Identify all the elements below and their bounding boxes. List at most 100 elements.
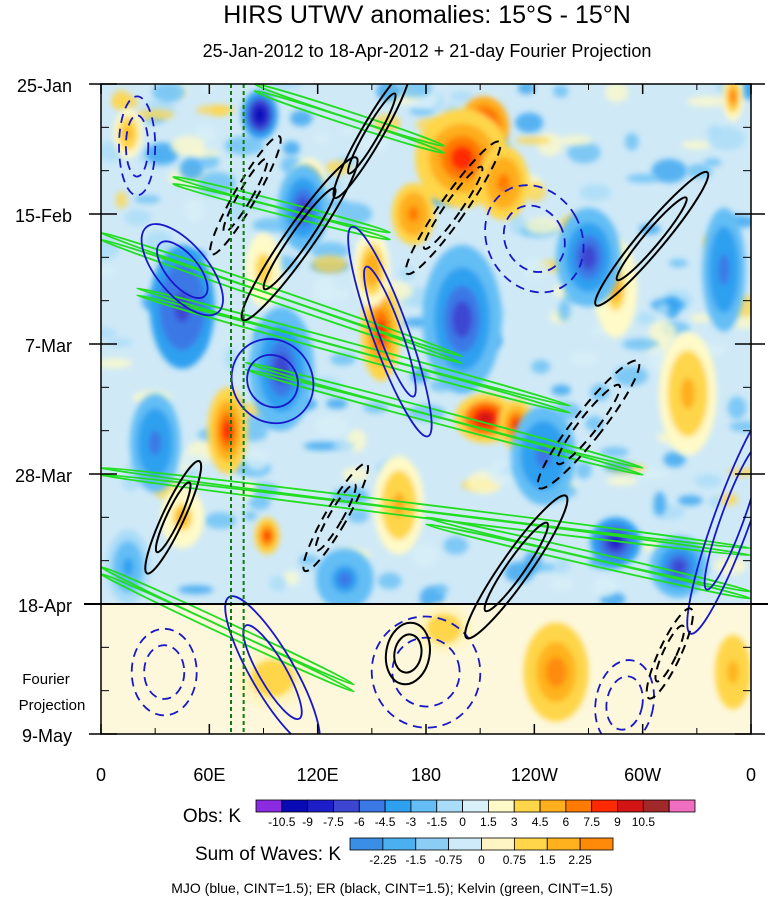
anomaly-texture-patch <box>708 495 724 508</box>
obs-colorbar-tick-label: -1.5 <box>426 815 447 829</box>
anomaly-texture-patch <box>703 158 722 167</box>
anomaly-texture-patch <box>531 359 551 374</box>
waves-colorbar-box <box>415 837 450 851</box>
anomaly-texture-patch <box>663 451 686 468</box>
anomaly-texture-patch <box>680 140 712 150</box>
waves-colorbar-label: Sum of Waves: K <box>195 844 341 865</box>
anomaly-texture-patch <box>487 461 516 485</box>
waves-colorbar-box <box>546 837 581 851</box>
projection-label-line2: Projection <box>19 697 86 714</box>
anomaly-texture-patch <box>653 491 667 516</box>
anomaly-texture-patch <box>115 191 128 209</box>
x-tick-label: 0 <box>746 765 756 785</box>
cool-anomaly <box>718 254 730 286</box>
x-tick-label: 120E <box>297 765 339 785</box>
anomaly-texture-patch <box>651 158 688 183</box>
anomaly-texture-patch <box>537 132 563 157</box>
anomaly-texture-patch <box>145 142 179 165</box>
obs-colorbar-tick-label: 0 <box>459 815 466 829</box>
chart-title: HIRS UTWV anomalies: 15°S - 15°N <box>223 1 631 29</box>
chart-subtitle: 25-Jan-2012 to 18-Apr-2012 + 21-day Four… <box>203 41 652 61</box>
anomaly-texture-patch <box>311 241 350 260</box>
cool-anomaly <box>148 430 162 456</box>
waves-colorbar-tick-label: -0.75 <box>435 853 463 867</box>
anomaly-texture-patch <box>106 338 134 347</box>
obs-colorbar-tick-label: -3 <box>406 815 417 829</box>
er-contour <box>144 460 203 575</box>
anomaly-texture-patch <box>559 135 593 146</box>
obs-colorbar-box <box>513 799 541 813</box>
anomaly-texture-patch <box>686 163 713 179</box>
obs-colorbar-tick-label: -7.5 <box>323 815 344 829</box>
mjo-contour <box>230 338 315 425</box>
er-contour <box>154 481 192 554</box>
obs-colorbar-box <box>255 799 283 813</box>
reference-lines <box>230 84 245 734</box>
anomaly-texture-patch <box>600 446 629 458</box>
y-tick-label: 28-Mar <box>15 466 72 486</box>
anomaly-texture-patch <box>101 327 118 339</box>
er-contour <box>422 165 484 250</box>
mjo-contour <box>140 223 224 317</box>
anomaly-texture-patch <box>636 312 656 325</box>
mjo-contour <box>484 184 585 294</box>
y-tick-label: 7-Mar <box>25 336 72 356</box>
obs-colorbar-tick-label: -4.5 <box>375 815 396 829</box>
anomaly-texture-patch <box>189 149 221 158</box>
kelvin-contour <box>253 90 445 154</box>
er-contour <box>404 140 502 276</box>
cool-anomaly <box>452 300 472 338</box>
waves-colorbar: -2.25 -1.5 -0.75 0 0.75 1.5 2.25 <box>349 837 614 867</box>
obs-colorbar-box <box>307 799 334 813</box>
x-tick-label: 60W <box>624 765 661 785</box>
anomaly-texture-patch <box>648 346 666 370</box>
anomaly-texture-patch <box>184 199 204 222</box>
mjo-contour <box>686 399 751 635</box>
anomaly-texture-patch <box>135 109 175 120</box>
obs-colorbar-box <box>462 799 489 813</box>
obs-colorbar-tick-label: 4.5 <box>532 815 549 829</box>
mjo-contour <box>502 204 566 273</box>
anomaly-texture-patch <box>727 396 747 420</box>
anomaly-texture-patch <box>212 106 228 116</box>
obs-colorbar-tick-label: 1.5 <box>480 815 497 829</box>
obs-colorbar: -10.5 -9 -7.5 -6 -4.5 -3 -1.5 0 1.5 3 4.5 6 7.5 9 10.5 <box>255 799 696 829</box>
anomaly-texture-patch <box>178 585 214 595</box>
anomaly-texture-patch <box>553 84 569 98</box>
mjo-contour <box>130 627 198 717</box>
er-contour <box>464 494 569 640</box>
obs-colorbar-tick-label: 10.5 <box>632 815 656 829</box>
anomaly-texture-patch <box>524 217 560 235</box>
cool-anomaly <box>535 443 552 468</box>
obs-colorbar-tick-label: 7.5 <box>583 815 600 829</box>
cool-anomaly <box>255 108 265 122</box>
warm-anomaly <box>497 173 510 193</box>
projection-wave-patch <box>435 621 453 637</box>
cool-anomaly <box>609 535 622 549</box>
anomaly-texture-patch <box>226 202 248 222</box>
anomaly-texture-patch <box>622 338 660 351</box>
anomaly-texture-patch <box>569 351 599 366</box>
mjo-contour <box>605 675 644 731</box>
anomaly-texture-patch <box>134 195 161 204</box>
anomaly-texture-patch <box>515 112 544 133</box>
warm-anomaly <box>222 419 233 442</box>
anomaly-texture-patch <box>282 141 300 156</box>
anomaly-texture-patch <box>443 536 469 555</box>
anomaly-texture-patch <box>514 136 551 145</box>
mjo-contour <box>118 95 157 197</box>
anomaly-texture-patch <box>334 202 373 226</box>
anomaly-texture-patch <box>551 577 573 591</box>
anomaly-texture-patch <box>112 95 139 110</box>
anomaly-texture-patch <box>708 126 746 151</box>
mjo-contour <box>594 659 655 734</box>
anomaly-texture-patch <box>101 358 133 369</box>
anomaly-texture-patch <box>313 133 331 144</box>
anomaly-texture-patch <box>719 492 739 506</box>
anomaly-texture-patch <box>283 571 299 585</box>
anomaly-texture-patch <box>195 125 217 142</box>
obs-colorbar-tick-label: 9 <box>614 815 621 829</box>
anomaly-texture-patch <box>591 326 606 336</box>
er-contour <box>483 521 549 613</box>
